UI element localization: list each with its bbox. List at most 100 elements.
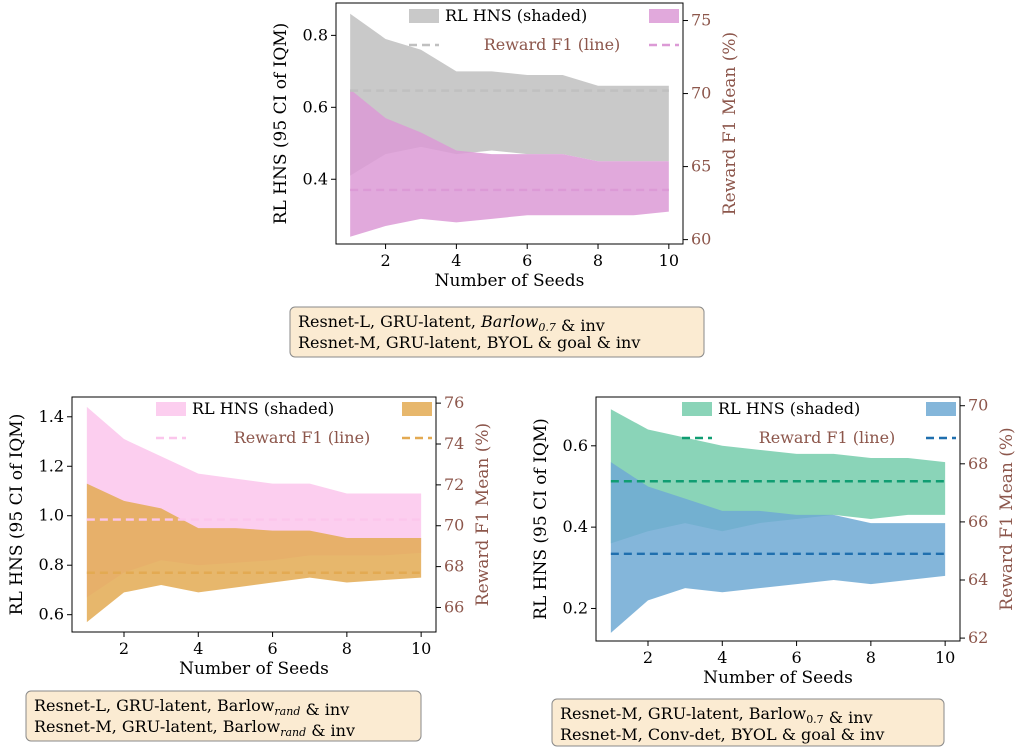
y2-tick-label: 72 (444, 475, 464, 494)
legend: RL HNS (shaded) Reward F1 (line) (409, 6, 679, 54)
y2-tick-label: 65 (691, 157, 711, 176)
y2-tick-label: 70 (444, 516, 464, 535)
x-tick-label: 2 (119, 639, 129, 658)
x-tick-label: 4 (717, 648, 727, 667)
caption-text: & inv (556, 316, 605, 335)
caption-italic: Barlow (480, 312, 539, 331)
x-tick-label: 2 (643, 648, 653, 667)
legend-label-shaded: RL HNS (shaded) (192, 399, 334, 418)
y2-axis-label: Reward F1 Mean (%) (473, 423, 493, 606)
y-tick-label: 0.2 (563, 598, 588, 617)
caption-line-2: Resnet-M, GRU-latent, BYOL & goal & inv (298, 333, 640, 352)
caption-box: Resnet-M, GRU-latent, Barlow0.7 & invRes… (551, 698, 945, 747)
legend: RL HNS (shaded) Reward F1 (line) (682, 399, 956, 447)
y-axis-label: RL HNS (95 CI of IQM) (7, 414, 27, 616)
y2-tick-label: 64 (968, 570, 988, 589)
x-tick-label: 6 (267, 639, 277, 658)
legend-label-shaded: RL HNS (shaded) (445, 6, 587, 25)
caption-line-1: Resnet-L, GRU-latent, Barlowrand & inv (34, 696, 349, 719)
caption-line-1: Resnet-M, GRU-latent, Barlow0.7 & inv (560, 704, 873, 727)
caption-text: Resnet-L, GRU-latent, Barlow (34, 696, 275, 715)
x-axis-label: Number of Seeds (703, 668, 853, 688)
x-tick-label: 8 (342, 639, 352, 658)
y2-tick-label: 68 (968, 454, 988, 473)
caption-subscript: 0.7 (538, 321, 556, 334)
caption-text: Resnet-M, Conv-det, BYOL & goal & inv (560, 725, 884, 744)
plot-frame (335, 2, 684, 245)
legend-swatch-series-1 (156, 402, 186, 416)
x-tick-label: 2 (380, 251, 390, 270)
y-tick-label: 1.2 (39, 456, 64, 475)
legend: RL HNS (shaded) Reward F1 (line) (156, 399, 432, 447)
legend-swatch-series-2 (649, 9, 679, 23)
y2-axis-label: Reward F1 Mean (%) (997, 427, 1017, 610)
legend-label-line: Reward F1 (line) (484, 35, 621, 54)
caption-text: Resnet-L, GRU-latent, (298, 312, 481, 331)
x-tick-label: 8 (593, 251, 603, 270)
chart-panel-1: 2 4 6 8 10 0.4 0.6 0.8 60 65 70 75 Number of Seeds RL… (271, 2, 740, 358)
caption-text: & inv (306, 721, 355, 740)
caption-box: Resnet-L, GRU-latent, Barlow0.7 & invRes… (289, 306, 705, 358)
legend-label-shaded: RL HNS (shaded) (718, 399, 860, 418)
legend-label-line: Reward F1 (line) (759, 428, 896, 447)
y2-tick-label: 68 (444, 557, 464, 576)
x-axis-label: Number of Seeds (179, 659, 329, 679)
y-tick-label: 0.6 (303, 97, 328, 116)
y2-tick-label: 74 (444, 434, 464, 453)
y-axis-label: RL HNS (95 CI of IQM) (271, 23, 291, 225)
x-tick-label: 8 (866, 648, 876, 667)
caption-subscript: rand (280, 726, 306, 739)
y2-tick-label: 62 (968, 628, 988, 647)
legend-swatch-series-1 (409, 9, 439, 23)
caption-line-2: Resnet-M, GRU-latent, Barlowrand & inv (34, 717, 355, 740)
x-tick-label: 4 (193, 639, 203, 658)
y2-tick-label: 66 (968, 512, 988, 531)
x-tick-label: 10 (411, 639, 431, 658)
legend-swatch-series-1 (682, 402, 712, 416)
y-tick-label: 0.4 (563, 517, 588, 536)
x-tick-label: 4 (451, 251, 461, 270)
y-tick-label: 0.4 (303, 169, 328, 188)
caption-subscript: rand (274, 705, 300, 718)
x-tick-label: 6 (522, 251, 532, 270)
y-tick-label: 0.6 (563, 436, 588, 455)
x-tick-label: 10 (935, 648, 955, 667)
y2-tick-label: 66 (444, 597, 464, 616)
y2-tick-label: 76 (444, 393, 464, 412)
caption-background (551, 698, 945, 747)
ci-band-series-2 (610, 462, 946, 633)
plot-frame (71, 396, 437, 633)
ci-band-series-2 (86, 483, 422, 623)
y2-tick-label: 75 (691, 11, 711, 30)
y-tick-label: 0.6 (39, 605, 64, 624)
caption-box: Resnet-L, GRU-latent, Barlowrand & invRe… (25, 690, 422, 742)
caption-text: Resnet-M, GRU-latent, Barlow (560, 704, 806, 723)
caption-line-2: Resnet-M, Conv-det, BYOL & goal & inv (560, 725, 884, 744)
x-tick-label: 6 (791, 648, 801, 667)
y-tick-label: 1.0 (39, 506, 64, 525)
y-tick-label: 1.4 (39, 407, 64, 426)
y-axis-label: RL HNS (95 CI of IQM) (531, 418, 551, 620)
caption-subscript: 0.7 (806, 713, 824, 726)
y-tick-label: 0.8 (303, 25, 328, 44)
ci-band-series-2 (350, 89, 669, 237)
y2-tick-label: 70 (691, 84, 711, 103)
chart-panel-2: 2 4 6 8 100.60.81.01.21.4666870727476Number … (7, 393, 493, 742)
y-tick-label: 0.8 (39, 555, 64, 574)
legend-swatch-series-2 (926, 402, 956, 416)
caption-line-1: Resnet-L, GRU-latent, Barlow0.7 & inv (298, 312, 605, 335)
legend-swatch-series-2 (402, 402, 432, 416)
caption-text: & inv (300, 700, 349, 719)
x-tick-label: 10 (659, 251, 679, 270)
ci-band-series-1 (350, 13, 669, 176)
plot-frame (595, 396, 961, 642)
y2-tick-label: 70 (968, 396, 988, 415)
caption-background (289, 306, 705, 358)
y2-tick-label: 60 (691, 230, 711, 249)
caption-background (25, 690, 422, 742)
caption-text: & inv (824, 708, 873, 727)
x-axis-label: Number of Seeds (435, 271, 585, 291)
caption-text: Resnet-M, GRU-latent, Barlow (34, 717, 280, 736)
